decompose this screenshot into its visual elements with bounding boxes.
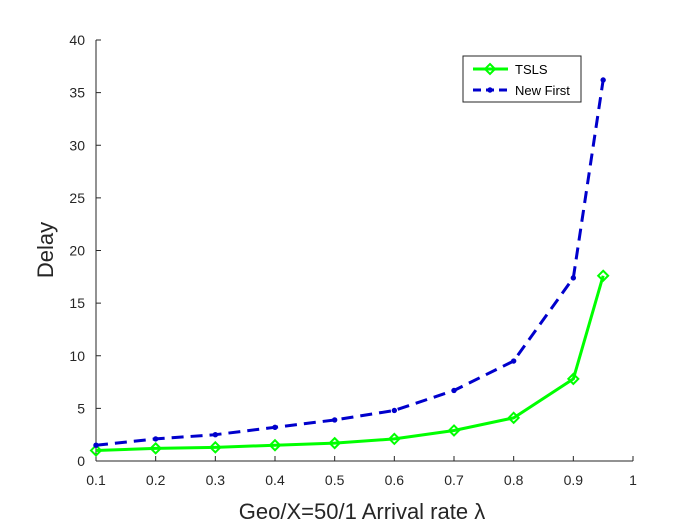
x-tick-label: 0.1	[86, 472, 106, 488]
data-point	[149, 441, 163, 455]
series-layer	[89, 77, 610, 457]
y-tick-label: 20	[69, 243, 85, 259]
legend-label: TSLS	[515, 62, 548, 77]
y-tick-label: 10	[69, 348, 85, 364]
data-point	[328, 436, 342, 450]
data-point	[208, 440, 222, 454]
data-point	[212, 431, 219, 438]
series-tsls	[89, 269, 610, 457]
x-tick-label: 0.2	[146, 472, 166, 488]
x-tick-label: 0.5	[325, 472, 345, 488]
data-point	[391, 407, 398, 414]
data-point	[268, 438, 282, 452]
data-point	[152, 436, 159, 442]
data-point	[387, 432, 401, 446]
y-tick-label: 0	[77, 453, 85, 469]
legend: TSLS New First	[462, 55, 582, 103]
data-point	[93, 442, 99, 448]
x-tick-label: 0.3	[206, 472, 226, 488]
y-axis-label: Delay	[33, 222, 58, 278]
legend-marker	[483, 62, 497, 76]
y-tick-label: 25	[69, 190, 85, 206]
data-point	[570, 275, 577, 281]
data-point	[507, 411, 521, 425]
data-point	[600, 77, 606, 83]
data-point	[272, 424, 278, 431]
data-point	[596, 269, 610, 283]
y-tick-label: 30	[69, 137, 85, 153]
x-tick-label: 0.8	[504, 472, 524, 488]
data-point	[510, 358, 517, 364]
legend-box	[462, 55, 582, 103]
y-tick-label: 15	[69, 295, 85, 311]
series-line	[95, 275, 605, 452]
x-tick-label: 0.4	[265, 472, 285, 488]
legend-label: New First	[515, 83, 570, 98]
series-line	[95, 79, 605, 447]
legend-marker	[487, 87, 493, 93]
x-tick-label: 0.9	[564, 472, 584, 488]
x-tick-label: 0.7	[444, 472, 464, 488]
axes: 0.1 0.2 0.3 0.4 0.5 0.6 0.7 0.8 0.9 1051015202530…	[69, 32, 637, 488]
y-tick-label: 40	[69, 32, 85, 48]
data-point	[566, 372, 580, 386]
x-axis-label: Geo/X=50/1 Arrival rate λ	[239, 499, 485, 524]
y-tick-label: 35	[69, 85, 85, 101]
data-point	[451, 387, 457, 394]
data-point	[331, 417, 338, 423]
data-point	[447, 424, 461, 437]
x-tick-label: 1	[629, 472, 637, 488]
data-point	[89, 444, 103, 457]
y-tick-label: 5	[77, 400, 85, 416]
series-new-first	[93, 77, 606, 448]
x-tick-label: 0.6	[385, 472, 405, 488]
